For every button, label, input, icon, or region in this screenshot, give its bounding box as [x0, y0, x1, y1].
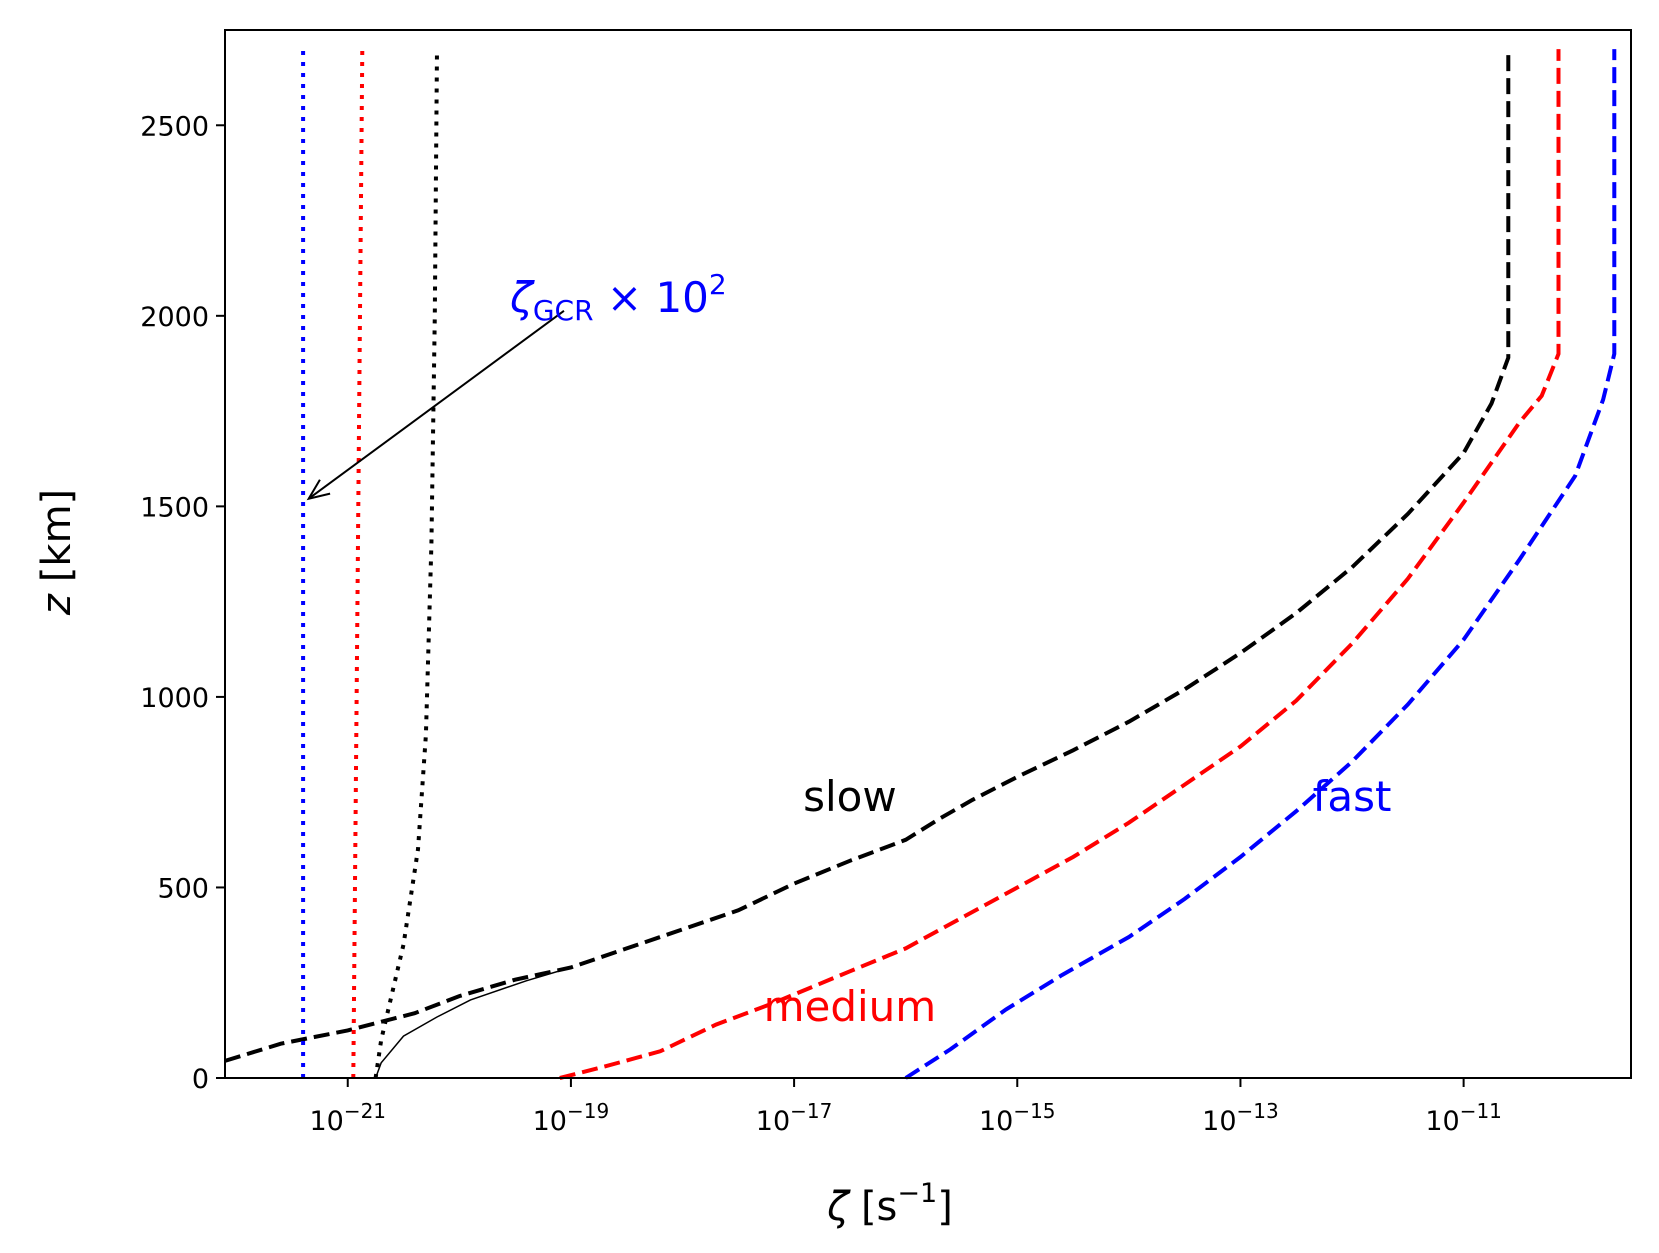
x-tick-label: 10−19 — [533, 1099, 610, 1137]
gcr-arrow-head — [306, 479, 331, 501]
y-tick-label: 500 — [157, 873, 209, 904]
x-tick-label: 10−11 — [1425, 1099, 1502, 1137]
gcr-annotation-label: ζGCR × 102 — [509, 268, 727, 327]
x-tick-label: 10−15 — [979, 1099, 1056, 1137]
annotation-slow: slow — [803, 772, 897, 821]
annotation-medium: medium — [764, 982, 937, 1031]
y-tick-label: 1500 — [140, 492, 209, 523]
annotation-fast: fast — [1313, 772, 1392, 821]
series-medium — [559, 49, 1561, 1080]
series-slow-gcr — [373, 49, 439, 1079]
series-slow-full — [374, 966, 572, 1079]
axis-layer: 10−21 10−19 10−17 10−15 10−13 10−11 0 500 1000 15… — [140, 111, 1502, 1137]
y-axis-title: z[km] — [34, 489, 80, 616]
y-tick-label: 2000 — [140, 302, 209, 333]
series-slow — [224, 49, 1511, 1063]
x-tick-label: 10−21 — [309, 1099, 386, 1137]
x-axis-title: ζ [s−1] — [826, 1178, 953, 1230]
series-layer — [224, 49, 1617, 1080]
gcr-arrow-line — [308, 310, 565, 500]
x-tick-label: 10−13 — [1202, 1099, 1279, 1137]
plot-frame — [224, 29, 1632, 1079]
y-tick-label: 1000 — [140, 683, 209, 714]
annotation-layer: slow medium fast — [306, 310, 1392, 1031]
x-tick-label: 10−17 — [756, 1099, 833, 1137]
series-fast — [904, 49, 1617, 1080]
y-tick-label: 2500 — [140, 111, 209, 142]
y-tick-label: 0 — [192, 1064, 209, 1095]
